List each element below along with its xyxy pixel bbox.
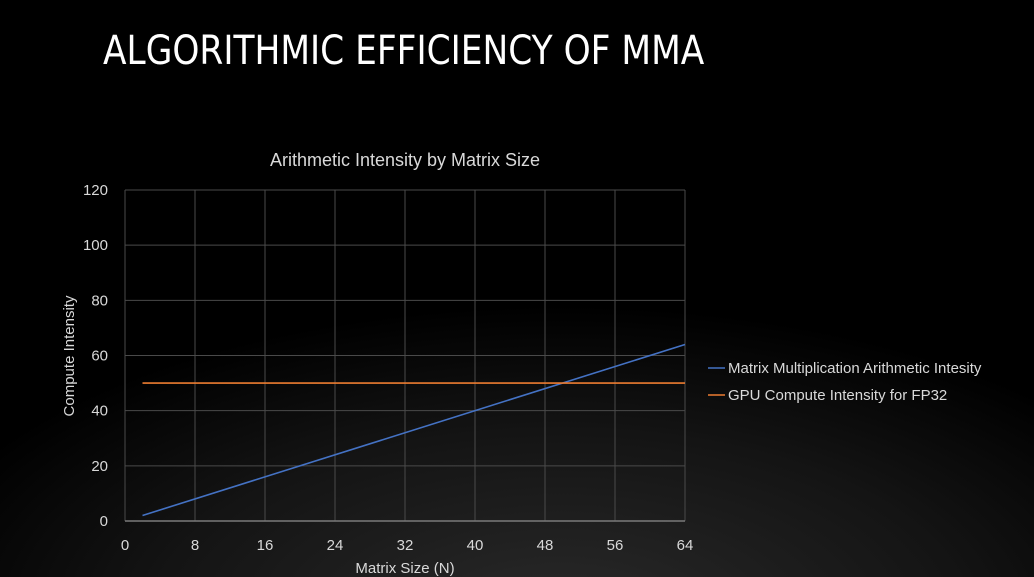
x-tick-label-32: 32	[397, 537, 414, 554]
series-line-0	[142, 343, 686, 517]
y-tick-label-0: 0	[100, 513, 108, 530]
y-tick-label-100: 100	[83, 237, 108, 254]
x-tick-label-48: 48	[537, 537, 554, 554]
series	[142, 343, 686, 517]
legend: Matrix Multiplication Arithmetic Intesit…	[708, 360, 982, 404]
y-tick-label-120: 120	[83, 182, 108, 199]
legend-label-0: Matrix Multiplication Arithmetic Intesit…	[728, 360, 982, 377]
y-tick-label-20: 20	[91, 458, 108, 475]
x-tick-label-64: 64	[677, 537, 694, 554]
x-axis-label: Matrix Size (N)	[355, 560, 454, 577]
y-tick-label-60: 60	[91, 348, 108, 365]
x-tick-label-40: 40	[467, 537, 484, 554]
legend-label-1: GPU Compute Intensity for FP32	[728, 387, 947, 404]
x-tick-label-56: 56	[607, 537, 624, 554]
y-tick-label-40: 40	[91, 403, 108, 420]
slide-title: ALGORITHMIC EFFICIENCY OF MMA	[103, 28, 705, 74]
x-tick-label-0: 0	[121, 537, 129, 554]
y-axis-label: Compute Intensity	[61, 295, 78, 416]
x-tick-label-16: 16	[257, 537, 274, 554]
x-tick-label-8: 8	[191, 537, 199, 554]
x-tick-label-24: 24	[327, 537, 344, 554]
grid	[124, 189, 686, 522]
y-axis-ticks: 0 20 40 60 80 100 120	[83, 182, 108, 530]
y-tick-label-80: 80	[91, 292, 108, 309]
chart-title: Arithmetic Intensity by Matrix Size	[270, 150, 540, 170]
x-axis-ticks: 0 8 16 24 32 40 48 56 64	[121, 537, 694, 554]
